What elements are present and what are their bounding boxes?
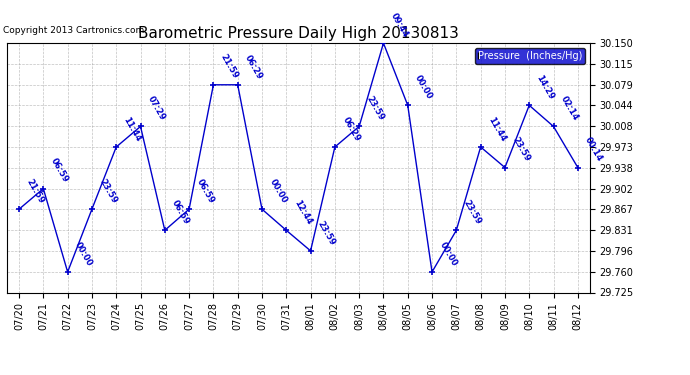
Text: 23:59: 23:59 bbox=[462, 199, 483, 226]
Text: 00:00: 00:00 bbox=[268, 178, 288, 205]
Text: 00:00: 00:00 bbox=[437, 240, 459, 268]
Text: 21:59: 21:59 bbox=[25, 177, 46, 205]
Text: 00:00: 00:00 bbox=[413, 74, 434, 101]
Text: 23:59: 23:59 bbox=[511, 136, 531, 164]
Text: 23:59: 23:59 bbox=[316, 219, 337, 247]
Text: 06:59: 06:59 bbox=[170, 199, 191, 226]
Text: Copyright 2013 Cartronics.com: Copyright 2013 Cartronics.com bbox=[3, 26, 145, 35]
Text: 14:29: 14:29 bbox=[535, 74, 556, 101]
Text: 06:29: 06:29 bbox=[244, 53, 264, 81]
Text: 23:59: 23:59 bbox=[97, 177, 119, 205]
Text: 09:44: 09:44 bbox=[389, 11, 410, 39]
Text: 06:29: 06:29 bbox=[340, 115, 362, 143]
Text: 06:59: 06:59 bbox=[49, 157, 70, 184]
Text: 11:44: 11:44 bbox=[486, 115, 507, 143]
Title: Barometric Pressure Daily High 20130813: Barometric Pressure Daily High 20130813 bbox=[138, 26, 459, 40]
Text: 00:00: 00:00 bbox=[73, 240, 94, 268]
Text: 02:14: 02:14 bbox=[559, 94, 580, 122]
Text: 06:59: 06:59 bbox=[195, 177, 216, 205]
Text: 23:59: 23:59 bbox=[365, 95, 386, 122]
Text: 12:44: 12:44 bbox=[292, 198, 313, 226]
Text: 07:29: 07:29 bbox=[146, 95, 167, 122]
Text: 21:59: 21:59 bbox=[219, 53, 240, 81]
Legend: Pressure  (Inches/Hg): Pressure (Inches/Hg) bbox=[475, 48, 585, 64]
Text: 00:14: 00:14 bbox=[583, 136, 604, 164]
Text: 11:44: 11:44 bbox=[121, 115, 143, 143]
